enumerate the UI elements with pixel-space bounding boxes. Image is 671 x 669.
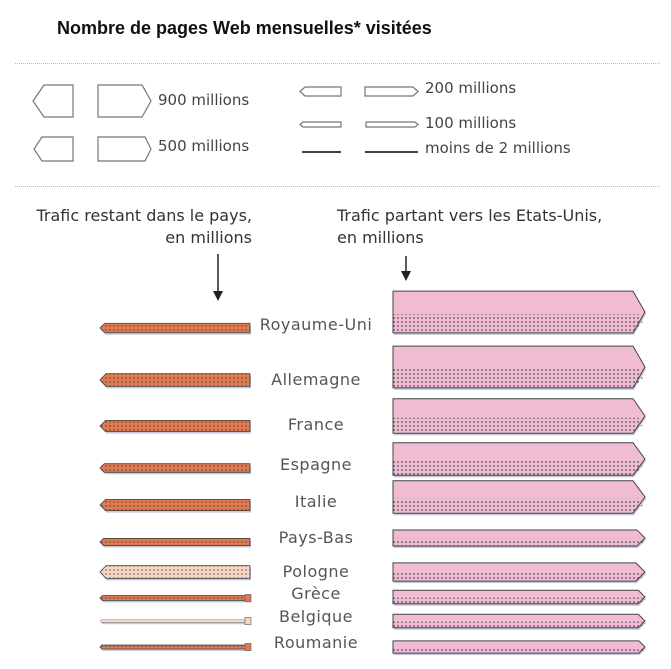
legend-shape-900-right xyxy=(97,84,152,118)
right-header: Trafic partant vers les Etats-Unis, en m… xyxy=(337,205,602,249)
us-bar-dots xyxy=(393,647,644,654)
domestic-bar-dots xyxy=(100,373,250,387)
legend-label-100: 100 millions xyxy=(425,114,517,132)
domestic-bar-dots xyxy=(100,538,250,546)
domestic-bar-dots xyxy=(100,323,250,333)
country-label: Belgique xyxy=(278,607,353,626)
us-bar-dots xyxy=(393,572,644,582)
divider xyxy=(15,186,660,187)
country-label: France xyxy=(287,415,345,434)
arrow-down-right-icon xyxy=(401,256,411,281)
country-label: Pays-Bas xyxy=(278,528,354,547)
left-header-line: en millions xyxy=(165,228,252,247)
legend-shape-100-right xyxy=(365,121,419,128)
domestic-bar-dots xyxy=(100,645,250,649)
domestic-bar-end-marker xyxy=(244,617,252,625)
us-bar-dots xyxy=(393,417,643,434)
right-header-line: en millions xyxy=(337,228,424,247)
legend-shape-900-left xyxy=(32,84,74,118)
us-bar-dots xyxy=(393,369,643,388)
country-label: Espagne xyxy=(279,455,353,474)
right-header-line: Trafic partant vers les Etats-Unis, xyxy=(337,206,603,225)
legend-shape-500-left xyxy=(33,136,74,162)
domestic-bar-dots xyxy=(100,565,250,579)
us-bar-dots xyxy=(393,538,644,547)
country-label: Royaume-Uni xyxy=(259,315,373,334)
legend-shape-200-right xyxy=(364,86,419,97)
us-bar-dots xyxy=(393,597,644,604)
domestic-bar-dots xyxy=(100,499,250,511)
legend-label-900: 900 millions xyxy=(158,91,250,109)
divider xyxy=(15,63,660,64)
domestic-bar-dots xyxy=(100,595,250,601)
country-label: Allemagne xyxy=(271,370,361,389)
country-label: Roumanie xyxy=(273,633,359,652)
domestic-bar-end-marker xyxy=(244,643,252,651)
page-title: Nombre de pages Web mensuelles* visitées xyxy=(57,18,432,38)
arrow-down-left-icon xyxy=(213,254,223,301)
legend-label-500: 500 millions xyxy=(158,137,250,155)
country-label: Italie xyxy=(294,492,338,511)
legend-label-200: 200 millions xyxy=(425,79,517,97)
legend-shape-100-left xyxy=(299,121,342,128)
domestic-bar-end-marker xyxy=(244,594,252,602)
country-label: Pologne xyxy=(282,562,350,581)
country-label: Grèce xyxy=(291,584,341,603)
left-header-line: Trafic restant dans le pays, xyxy=(36,206,253,225)
left-header: Trafic restant dans le pays, en millions xyxy=(14,205,253,249)
us-bar-dots xyxy=(393,314,643,333)
domestic-bar-dots xyxy=(100,463,250,473)
us-bar-dots xyxy=(393,621,644,628)
legend-shape-200-left xyxy=(299,86,342,97)
legend-label-2: moins de 2 millions xyxy=(425,139,571,157)
domestic-traffic-bar xyxy=(99,619,251,623)
domestic-bar-dots xyxy=(100,420,250,432)
legend-shape-500-right xyxy=(97,136,152,162)
us-bar-dots xyxy=(393,460,643,476)
us-bar-dots xyxy=(393,498,643,514)
